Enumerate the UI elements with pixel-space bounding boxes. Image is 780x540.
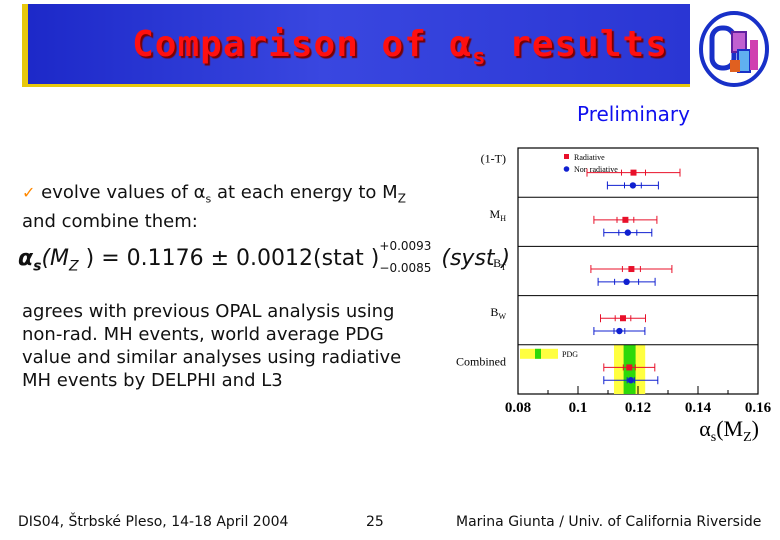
data-point-radiative xyxy=(628,266,635,273)
pdg-legend-label: PDG xyxy=(562,350,578,359)
x-tick-label: 0.08 xyxy=(505,400,531,416)
data-point-nonradiative xyxy=(627,377,634,384)
data-point-radiative xyxy=(630,169,637,176)
slide-title: Comparison of αs results xyxy=(132,24,668,71)
category-label: MH xyxy=(490,207,507,223)
pdg-legend-core xyxy=(535,348,541,359)
category-label: BT xyxy=(493,256,506,272)
bullet-evolve: ✓ evolve values of αs at each energy to … xyxy=(22,182,406,232)
x-tick-label: 0.16 xyxy=(745,400,772,416)
data-point-nonradiative xyxy=(629,182,637,189)
x-tick-label: 0.1 xyxy=(569,400,588,416)
x-tick-label: 0.12 xyxy=(625,400,651,416)
category-label: BW xyxy=(490,305,506,321)
title-accent-bar xyxy=(22,4,28,84)
footer-author: Marina Giunta / Univ. of California Rive… xyxy=(456,514,762,530)
data-point-nonradiative xyxy=(616,327,623,335)
legend-marker-nonradiative xyxy=(563,166,570,172)
title-bar xyxy=(22,4,690,87)
category-label: (1-T) xyxy=(481,152,506,166)
checkmark-icon: ✓ xyxy=(22,183,36,202)
footer-page-number: 25 xyxy=(366,514,384,530)
x-tick-label: 0.14 xyxy=(685,400,712,416)
footer-conference: DIS04, Štrbské Pleso, 14-18 April 2004 xyxy=(18,514,289,530)
alpha-s-formula: αs(MZ ) = 0.1176 ± 0.0012(stat ) +0.0093… xyxy=(18,239,511,275)
category-label: Combined xyxy=(456,354,506,368)
alpha-s-comparison-chart: (1-T) MH BT BW Combined Radiative Non radiativ… xyxy=(456,147,772,445)
data-point-radiative xyxy=(626,364,633,371)
data-point-nonradiative xyxy=(623,278,630,286)
x-axis-label: αs(MZ) xyxy=(699,416,759,445)
legend-label: Radiative xyxy=(574,153,605,162)
legend-label: Non radiative xyxy=(574,165,618,174)
opal-logo xyxy=(699,11,769,87)
data-point-nonradiative xyxy=(624,229,631,236)
agrees-paragraph: agrees with previous OPAL analysis using… xyxy=(22,301,402,391)
data-point-radiative xyxy=(622,216,629,223)
preliminary-label: Preliminary xyxy=(577,102,690,126)
data-point-radiative xyxy=(620,315,626,322)
legend-marker-radiative xyxy=(564,154,569,159)
